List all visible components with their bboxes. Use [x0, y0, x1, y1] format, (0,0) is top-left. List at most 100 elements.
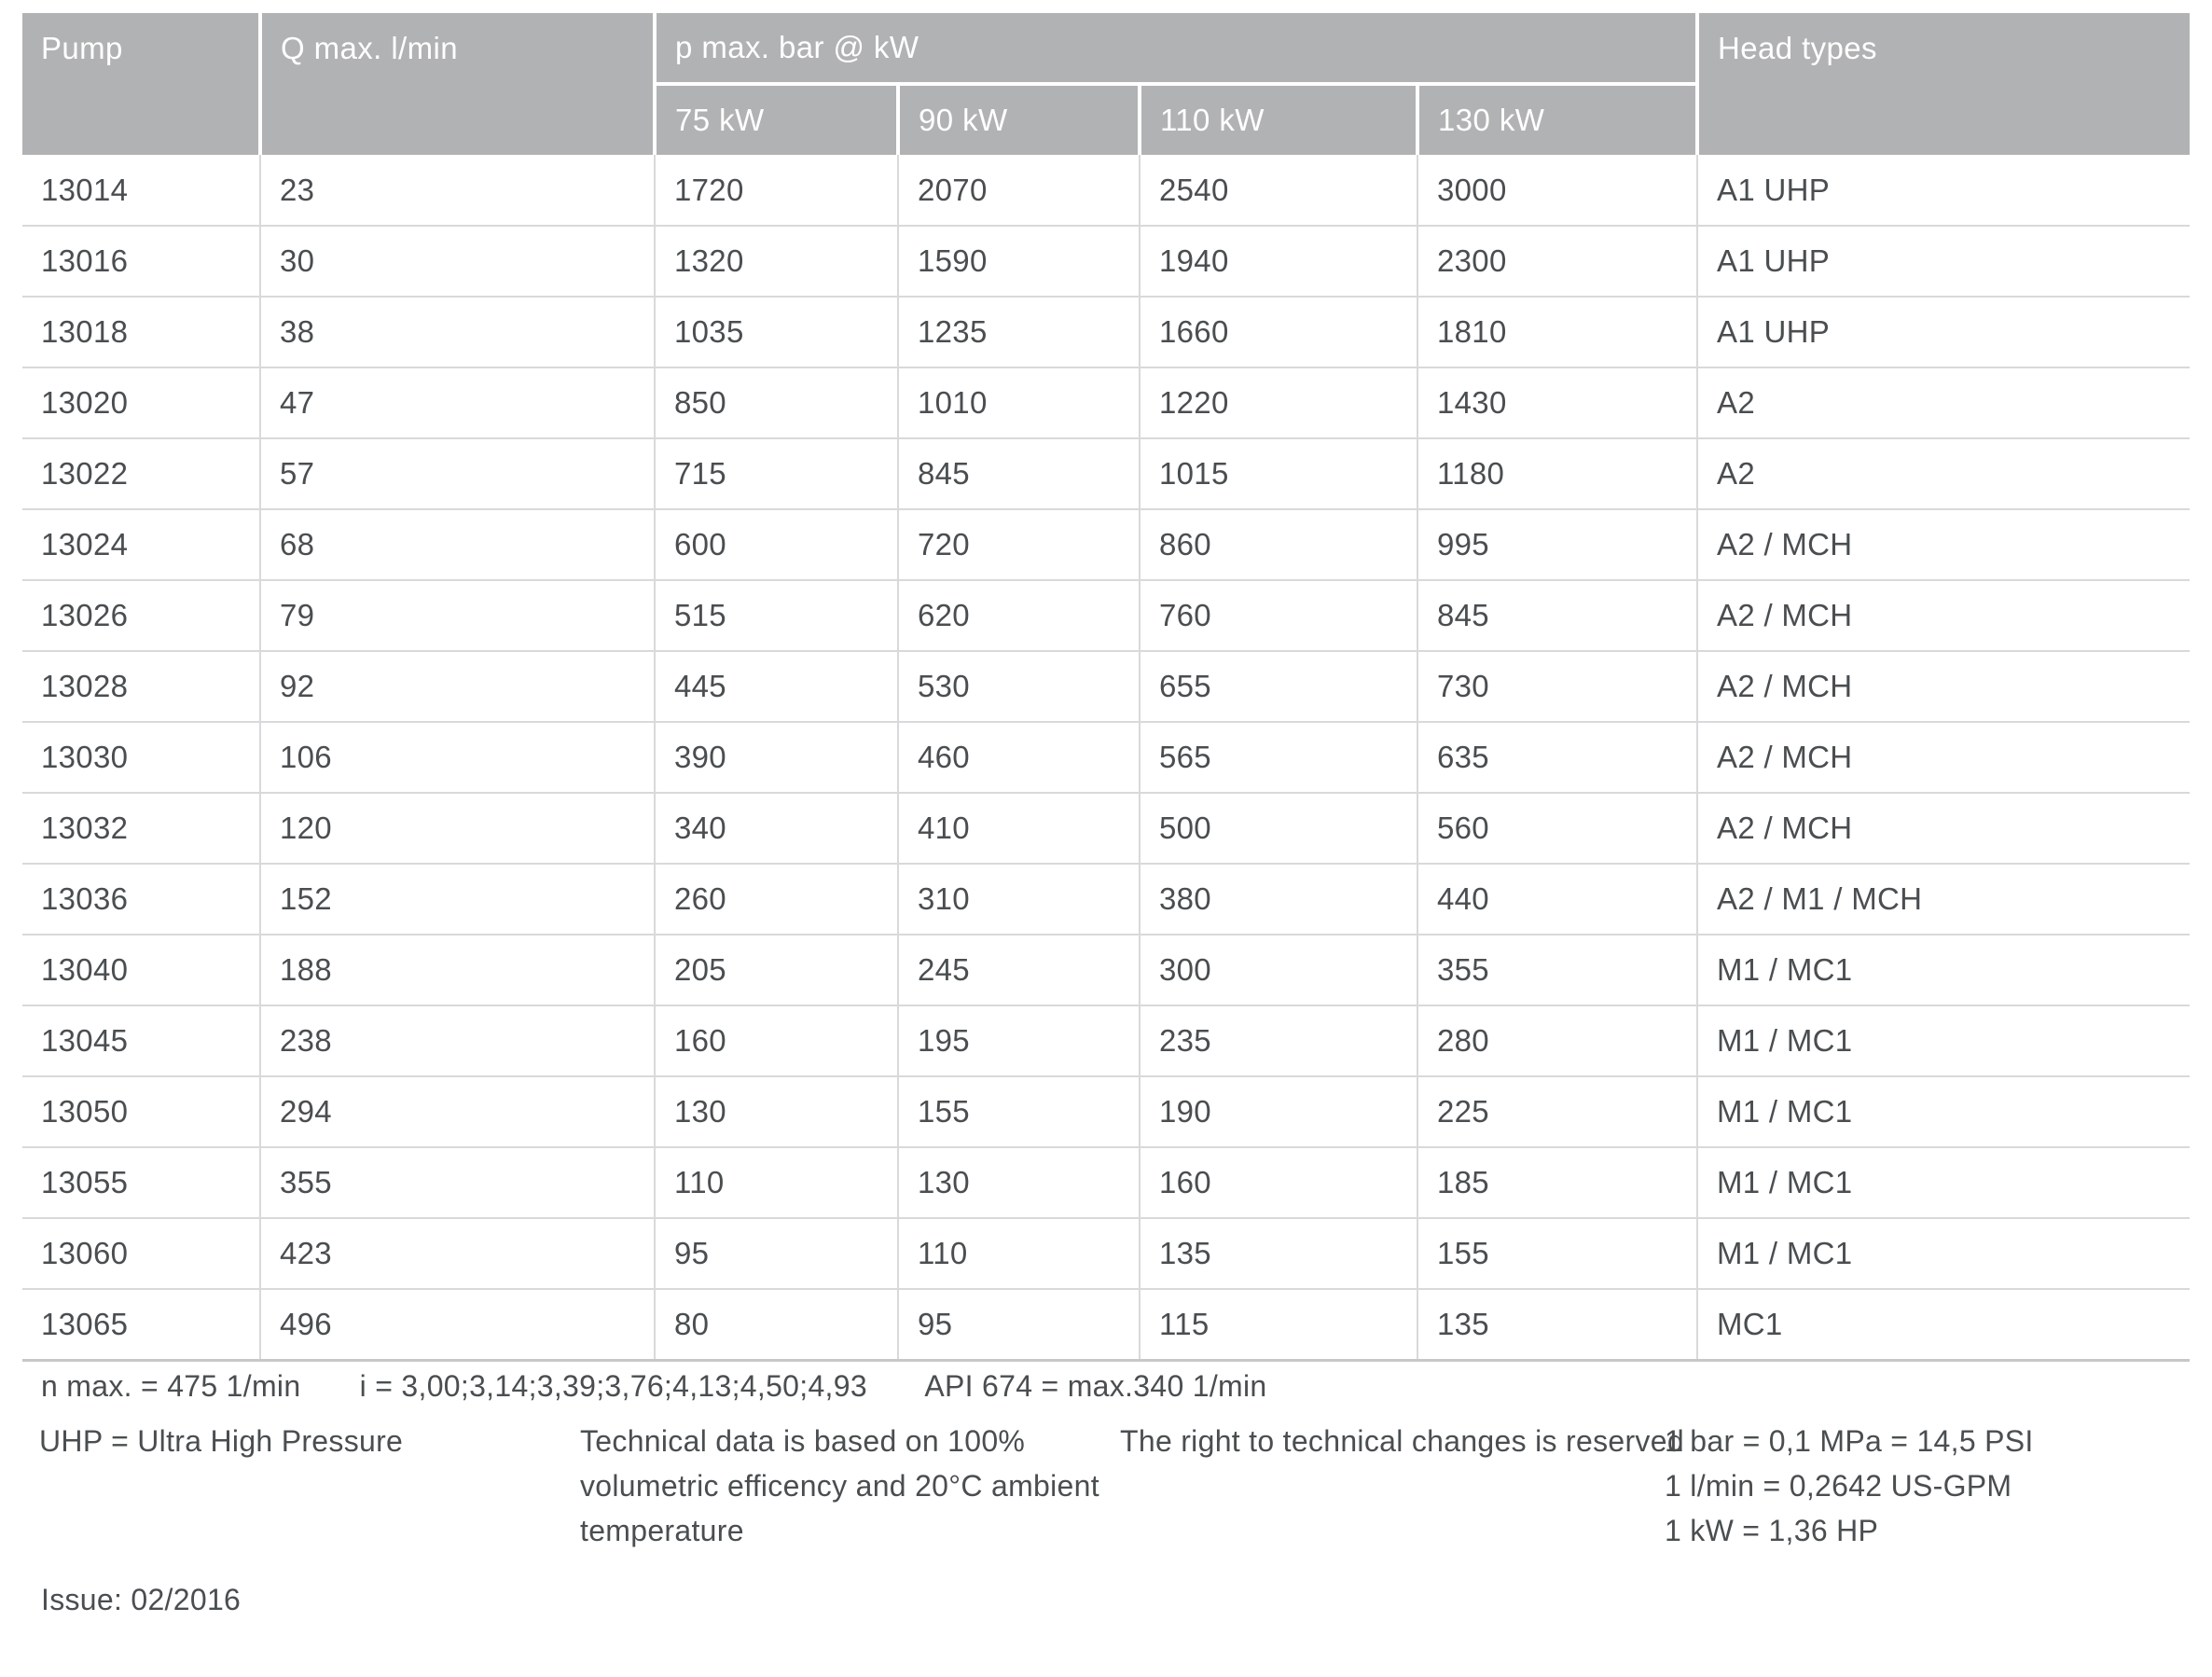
- cell-pump: 13060: [22, 1217, 260, 1289]
- cell-pump: 13036: [22, 863, 260, 935]
- cell-130kw: 3000: [1416, 155, 1698, 226]
- pump-spec-table: Pump Q max. l/min p max. bar @ kW Head t…: [22, 13, 2191, 1362]
- cell-pump: 13050: [22, 1075, 260, 1147]
- cell-pump: 13020: [22, 367, 260, 438]
- cell-75kw: 260: [654, 863, 898, 935]
- col-header-130kw: 130 kW: [1417, 84, 1700, 155]
- cell-qmax: 79: [259, 579, 655, 651]
- cell-110kw: 500: [1139, 792, 1417, 864]
- cell-110kw: 300: [1139, 934, 1417, 1005]
- note-i-ratios: i = 3,00;3,14;3,39;3,76;4,13;4,50;4,93: [359, 1369, 867, 1403]
- table-row: 13016 30 1320 1590 1940 2300 A1 UHP: [22, 225, 2191, 297]
- cell-qmax: 496: [259, 1288, 655, 1362]
- cell-130kw: 1810: [1416, 296, 1698, 367]
- cell-qmax: 47: [259, 367, 655, 438]
- cell-75kw: 80: [654, 1288, 898, 1362]
- cell-110kw: 160: [1139, 1146, 1417, 1218]
- cell-pump: 13045: [22, 1005, 260, 1076]
- cell-90kw: 1235: [897, 296, 1140, 367]
- col-header-110kw: 110 kW: [1140, 84, 1419, 155]
- note-technical: Technical data is based on 100% volumetr…: [580, 1419, 1099, 1553]
- cell-head-types: A2: [1696, 367, 2191, 438]
- notes-line: n max. = 475 1/min i = 3,00;3,14;3,39;3,…: [41, 1369, 1266, 1404]
- cell-110kw: 860: [1139, 508, 1417, 580]
- footer-notes: UHP = Ultra High Pressure Technical data…: [0, 1419, 2212, 1577]
- cell-qmax: 23: [259, 155, 655, 226]
- table-header: Pump Q max. l/min p max. bar @ kW Head t…: [22, 13, 2191, 155]
- cell-90kw: 2070: [897, 155, 1140, 226]
- cell-head-types: A2 / MCH: [1696, 579, 2191, 651]
- cell-75kw: 1720: [654, 155, 898, 226]
- cell-pump: 13026: [22, 579, 260, 651]
- cell-pump: 13040: [22, 934, 260, 1005]
- cell-75kw: 1035: [654, 296, 898, 367]
- cell-head-types: MC1: [1696, 1288, 2191, 1362]
- cell-head-types: A1 UHP: [1696, 155, 2191, 226]
- table-row: 13032 120 340 410 500 560 A2 / MCH: [22, 792, 2191, 864]
- cell-130kw: 280: [1416, 1005, 1698, 1076]
- cell-130kw: 225: [1416, 1075, 1698, 1147]
- cell-130kw: 185: [1416, 1146, 1698, 1218]
- header-row-2: 75 kW 90 kW 110 kW 130 kW: [22, 84, 2190, 155]
- table-row: 13024 68 600 720 860 995 A2 / MCH: [22, 508, 2191, 580]
- cell-130kw: 845: [1416, 579, 1698, 651]
- cell-130kw: 135: [1416, 1288, 1698, 1362]
- cell-110kw: 1220: [1139, 367, 1417, 438]
- table-row: 13045 238 160 195 235 280 M1 / MC1: [22, 1005, 2191, 1076]
- issue-label: Issue: 02/2016: [41, 1583, 242, 1616]
- note-conversion-kw: 1 kW = 1,36 HP: [1665, 1514, 1879, 1547]
- cell-130kw: 1430: [1416, 367, 1698, 438]
- cell-90kw: 720: [897, 508, 1140, 580]
- cell-130kw: 355: [1416, 934, 1698, 1005]
- cell-head-types: A2 / MCH: [1696, 508, 2191, 580]
- cell-qmax: 188: [259, 934, 655, 1005]
- cell-75kw: 715: [654, 437, 898, 509]
- cell-head-types: A2 / M1 / MCH: [1696, 863, 2191, 935]
- cell-pump: 13016: [22, 225, 260, 297]
- cell-110kw: 1660: [1139, 296, 1417, 367]
- cell-90kw: 460: [897, 721, 1140, 793]
- cell-head-types: M1 / MC1: [1696, 1005, 2191, 1076]
- cell-head-types: M1 / MC1: [1696, 1146, 2191, 1218]
- table-row: 13036 152 260 310 380 440 A2 / M1 / MCH: [22, 863, 2191, 935]
- cell-75kw: 1320: [654, 225, 898, 297]
- cell-110kw: 2540: [1139, 155, 1417, 226]
- table-row: 13060 423 95 110 135 155 M1 / MC1: [22, 1217, 2191, 1289]
- cell-pump: 13018: [22, 296, 260, 367]
- table-row: 13022 57 715 845 1015 1180 A2: [22, 437, 2191, 509]
- table-row: 13050 294 130 155 190 225 M1 / MC1: [22, 1075, 2191, 1147]
- cell-130kw: 2300: [1416, 225, 1698, 297]
- cell-90kw: 95: [897, 1288, 1140, 1362]
- col-header-75kw: 75 kW: [655, 84, 900, 155]
- col-header-head-types: Head types: [1697, 13, 2191, 155]
- table-row: 13040 188 205 245 300 355 M1 / MC1: [22, 934, 2191, 1005]
- cell-qmax: 57: [259, 437, 655, 509]
- cell-90kw: 155: [897, 1075, 1140, 1147]
- cell-90kw: 310: [897, 863, 1140, 935]
- cell-130kw: 155: [1416, 1217, 1698, 1289]
- cell-pump: 13055: [22, 1146, 260, 1218]
- cell-pump: 13030: [22, 721, 260, 793]
- cell-110kw: 115: [1139, 1288, 1417, 1362]
- col-header-pmax-group: p max. bar @ kW: [655, 13, 1700, 86]
- cell-head-types: A2 / MCH: [1696, 792, 2191, 864]
- cell-90kw: 530: [897, 650, 1140, 722]
- cell-110kw: 655: [1139, 650, 1417, 722]
- table-row: 13028 92 445 530 655 730 A2 / MCH: [22, 650, 2191, 722]
- cell-110kw: 760: [1139, 579, 1417, 651]
- cell-110kw: 380: [1139, 863, 1417, 935]
- note-technical-line-3: temperature: [580, 1514, 744, 1547]
- cell-qmax: 294: [259, 1075, 655, 1147]
- cell-qmax: 238: [259, 1005, 655, 1076]
- note-technical-line-1: Technical data is based on 100%: [580, 1424, 1026, 1458]
- cell-head-types: A2 / MCH: [1696, 721, 2191, 793]
- cell-110kw: 1940: [1139, 225, 1417, 297]
- cell-qmax: 423: [259, 1217, 655, 1289]
- cell-110kw: 565: [1139, 721, 1417, 793]
- cell-75kw: 160: [654, 1005, 898, 1076]
- cell-130kw: 440: [1416, 863, 1698, 935]
- cell-head-types: A2: [1696, 437, 2191, 509]
- cell-pump: 13024: [22, 508, 260, 580]
- table-row: 13065 496 80 95 115 135 MC1: [22, 1288, 2191, 1362]
- cell-qmax: 38: [259, 296, 655, 367]
